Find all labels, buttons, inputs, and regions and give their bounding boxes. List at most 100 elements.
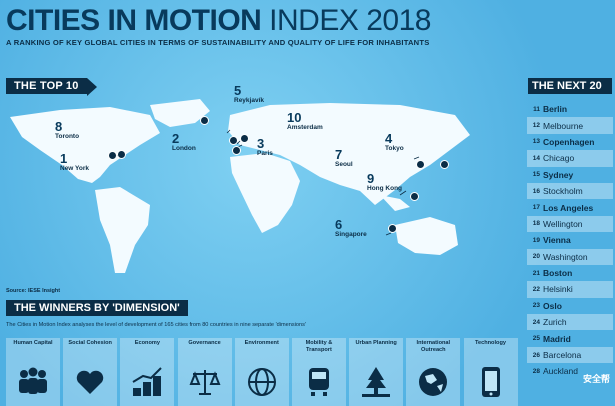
city-rank: 8 — [55, 119, 63, 134]
city-dot — [117, 150, 126, 159]
list-rank: 16 — [532, 187, 540, 195]
list-rank: 15 — [532, 171, 540, 179]
dimension-card: Mobility & Transport — [291, 338, 346, 406]
dimension-card: Social Cohesion — [63, 338, 118, 406]
heart-hands-icon — [76, 370, 104, 394]
dimension-card: Urban Planning — [349, 338, 404, 406]
dimension-card: Technology — [463, 338, 518, 406]
city-dot — [440, 160, 449, 169]
list-item: 22 Helsinki — [527, 281, 613, 298]
list-item: 11 Berlin — [527, 101, 613, 117]
list-item: 28 Auckland — [527, 363, 613, 379]
list-rank: 19 — [532, 236, 540, 244]
city-rank: 3 — [257, 136, 265, 151]
list-city: Melbourne — [543, 120, 584, 131]
list-city: Wellington — [543, 218, 583, 229]
list-city: Washington — [543, 251, 588, 262]
list-item: 23 Oslo — [527, 298, 613, 314]
list-rank: 26 — [532, 351, 540, 359]
globe-icon — [419, 368, 448, 396]
dimension-label: Economy — [134, 340, 160, 346]
dimension-label: Urban Planning — [355, 340, 397, 346]
city-rank: 2 — [172, 131, 180, 146]
list-item: 21 Boston — [527, 265, 613, 281]
list-item: 24 Zurich — [527, 314, 613, 331]
list-rank: 25 — [532, 335, 540, 343]
list-city: Zurich — [543, 317, 567, 328]
list-item: 12 Melbourne — [527, 117, 613, 134]
source-note: Source: IESE Insight — [6, 288, 61, 294]
list-city: Oslo — [543, 300, 562, 311]
list-rank: 20 — [532, 253, 540, 261]
winners-description: The Cities in Motion Index analyses the … — [6, 322, 307, 328]
dimension-card: Environment — [234, 338, 289, 406]
list-city: Madrid — [543, 333, 571, 344]
scales-icon — [189, 370, 221, 395]
city-rank: 10 — [287, 110, 302, 125]
list-city: Helsinki — [543, 284, 573, 295]
list-item: 25 Madrid — [527, 330, 613, 346]
city-rank: 7 — [335, 147, 343, 162]
list-item: 17 Los Angeles — [527, 199, 613, 215]
dimension-label: Mobility & Transport — [305, 340, 333, 353]
city-name: Seoul — [335, 161, 353, 168]
dimension-label: Technology — [475, 340, 506, 346]
title-light: INDEX 2018 — [261, 4, 431, 37]
list-rank: 14 — [532, 154, 540, 162]
list-rank: 12 — [532, 122, 540, 130]
city-rank: 4 — [385, 131, 393, 146]
list-item: 18 Wellington — [527, 215, 613, 233]
city-dot — [108, 151, 117, 160]
city-dot — [232, 146, 241, 155]
city-rank: 9 — [367, 171, 375, 186]
city-name: Tokyo — [385, 145, 404, 152]
list-city: Auckland — [543, 366, 578, 377]
city-name: Hong Kong — [367, 185, 403, 192]
city-marker-1: 1 New York — [60, 152, 89, 173]
list-item: 26 Barcelona — [527, 346, 613, 364]
list-city: Boston — [543, 268, 573, 279]
city-dot — [388, 224, 397, 233]
city-rank: 1 — [60, 151, 68, 166]
dimension-label: Governance — [188, 340, 221, 346]
city-marker-7: 7 Seoul — [335, 148, 353, 169]
city-name: Amsterdam — [287, 124, 323, 131]
dimension-label: Social Cohesion — [68, 340, 112, 346]
tree-buildings-icon — [362, 367, 391, 397]
list-item: 20 Washington — [527, 248, 613, 265]
city-marker-8: 8 Toronto — [55, 120, 79, 141]
smartphone-icon — [481, 367, 500, 397]
city-dot — [229, 136, 238, 145]
list-item: 16 Stockholm — [527, 182, 613, 200]
city-rank: 5 — [234, 83, 242, 98]
list-rank: 17 — [532, 204, 540, 212]
globe-leaf-icon — [247, 368, 276, 396]
list-item: 19 Vienna — [527, 232, 613, 248]
list-item: 15 Sydney — [527, 167, 613, 183]
dimension-card: Human Capital — [6, 338, 60, 406]
list-rank: 21 — [532, 269, 540, 277]
page-title: CITIES IN MOTION INDEX 2018 — [6, 4, 610, 38]
list-item: 13 Copenhagen — [527, 134, 613, 150]
list-city: Los Angeles — [543, 202, 594, 213]
city-marker-5: 5 Reykjavík — [234, 84, 264, 105]
dimension-card: Economy — [120, 338, 175, 406]
coins-chart-icon — [132, 367, 163, 396]
city-dot — [240, 134, 249, 143]
list-city: Copenhagen — [543, 136, 595, 147]
city-dot — [410, 192, 419, 201]
dimension-card: Governance — [177, 338, 232, 406]
city-dot — [416, 160, 425, 169]
city-marker-4: 4 Tokyo — [385, 132, 404, 153]
header: CITIES IN MOTION INDEX 2018 A RANKING OF… — [6, 4, 610, 47]
world-map — [10, 99, 470, 273]
watermark-text: 安全帮 — [582, 374, 610, 384]
city-name: London — [172, 145, 196, 152]
top10-heading: THE TOP 10 — [6, 78, 97, 96]
page-subtitle: A RANKING OF KEY GLOBAL CITIES IN TERMS … — [6, 38, 430, 47]
list-rank: 24 — [532, 318, 540, 326]
city-marker-10: 10 Amsterdam — [287, 111, 323, 132]
list-rank: 13 — [532, 138, 540, 146]
people-icon — [19, 367, 47, 394]
city-marker-6: 6 Singapore — [335, 218, 367, 239]
